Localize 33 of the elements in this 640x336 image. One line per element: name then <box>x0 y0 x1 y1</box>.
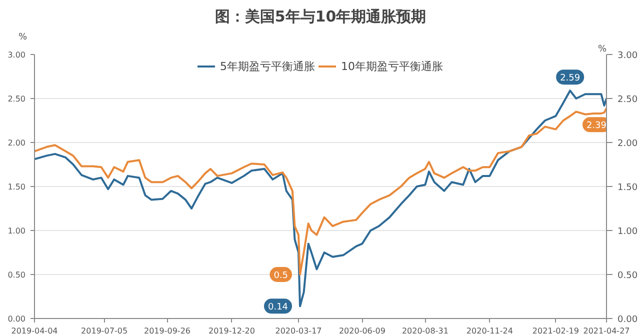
y2-axis-title: % <box>598 44 607 54</box>
annotation: 0.14 <box>268 302 288 313</box>
x-tick-label: 2021-02-19 <box>532 326 579 336</box>
y2-tick-label: 3.00 <box>618 51 638 61</box>
y-tick-label: 2.50 <box>8 94 26 104</box>
y2-tick-label: 1.00 <box>618 227 638 237</box>
legend-label: 5年期盈亏平衡通胀 <box>220 58 315 74</box>
y-tick-label: 2.00 <box>8 138 26 148</box>
x-tick-label: 2021-04-27 <box>583 326 630 336</box>
y2-tick-label: 1.50 <box>618 183 638 193</box>
x-tick-label: 2020-08-31 <box>402 326 448 336</box>
y-tick-label: 0.00 <box>8 314 26 324</box>
y2-tick-label: 2.00 <box>618 139 638 149</box>
x-tick-label: 2020-06-09 <box>338 326 386 336</box>
legend-label: 10年期盈亏平衡通胀 <box>341 58 443 74</box>
annotation: 2.59 <box>560 74 580 84</box>
annotation: 0.5 <box>274 271 288 281</box>
x-tick-label: 2019-07-05 <box>81 326 128 336</box>
y-tick-label: 1.00 <box>8 226 26 236</box>
x-tick-label: 2020-03-17 <box>275 326 322 336</box>
y-tick-label: 0.50 <box>8 270 26 280</box>
x-tick-label: 2020-11-24 <box>466 326 513 336</box>
y-tick-label: 3.00 <box>8 50 26 60</box>
y-tick-label: 1.50 <box>8 182 26 192</box>
x-tick-label: 2019-12-20 <box>208 326 255 336</box>
x-tick-label: 2019-09-26 <box>144 326 191 336</box>
y2-tick-label: 0.00 <box>618 315 638 325</box>
y2-tick-label: 2.50 <box>618 95 638 105</box>
annotation: 2.39 <box>586 121 607 132</box>
x-tick-label: 2019-04-04 <box>11 326 58 336</box>
y-axis-title: % <box>18 32 28 42</box>
chart-title: 图：美国5年与10年期通胀预期 <box>214 8 426 26</box>
y2-tick-label: 0.50 <box>618 271 638 281</box>
